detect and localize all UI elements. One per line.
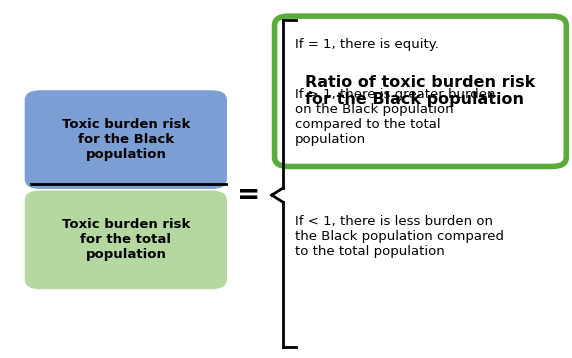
Text: =: =	[237, 181, 260, 209]
Text: Toxic burden risk
for the total
population: Toxic burden risk for the total populati…	[62, 218, 190, 261]
FancyBboxPatch shape	[275, 16, 566, 166]
Text: If = 1, there is equity.: If = 1, there is equity.	[295, 38, 439, 50]
FancyBboxPatch shape	[26, 91, 226, 188]
Text: Ratio of toxic burden risk
for the Black population: Ratio of toxic burden risk for the Black…	[305, 75, 535, 107]
Text: If < 1, there is less burden on
the Black population compared
to the total popul: If < 1, there is less burden on the Blac…	[295, 215, 503, 258]
Text: Toxic burden risk
for the Black
population: Toxic burden risk for the Black populati…	[62, 118, 190, 161]
FancyBboxPatch shape	[26, 192, 226, 288]
Text: If > 1, there is greater burden
on the Black population
compared to the total
po: If > 1, there is greater burden on the B…	[295, 88, 495, 146]
